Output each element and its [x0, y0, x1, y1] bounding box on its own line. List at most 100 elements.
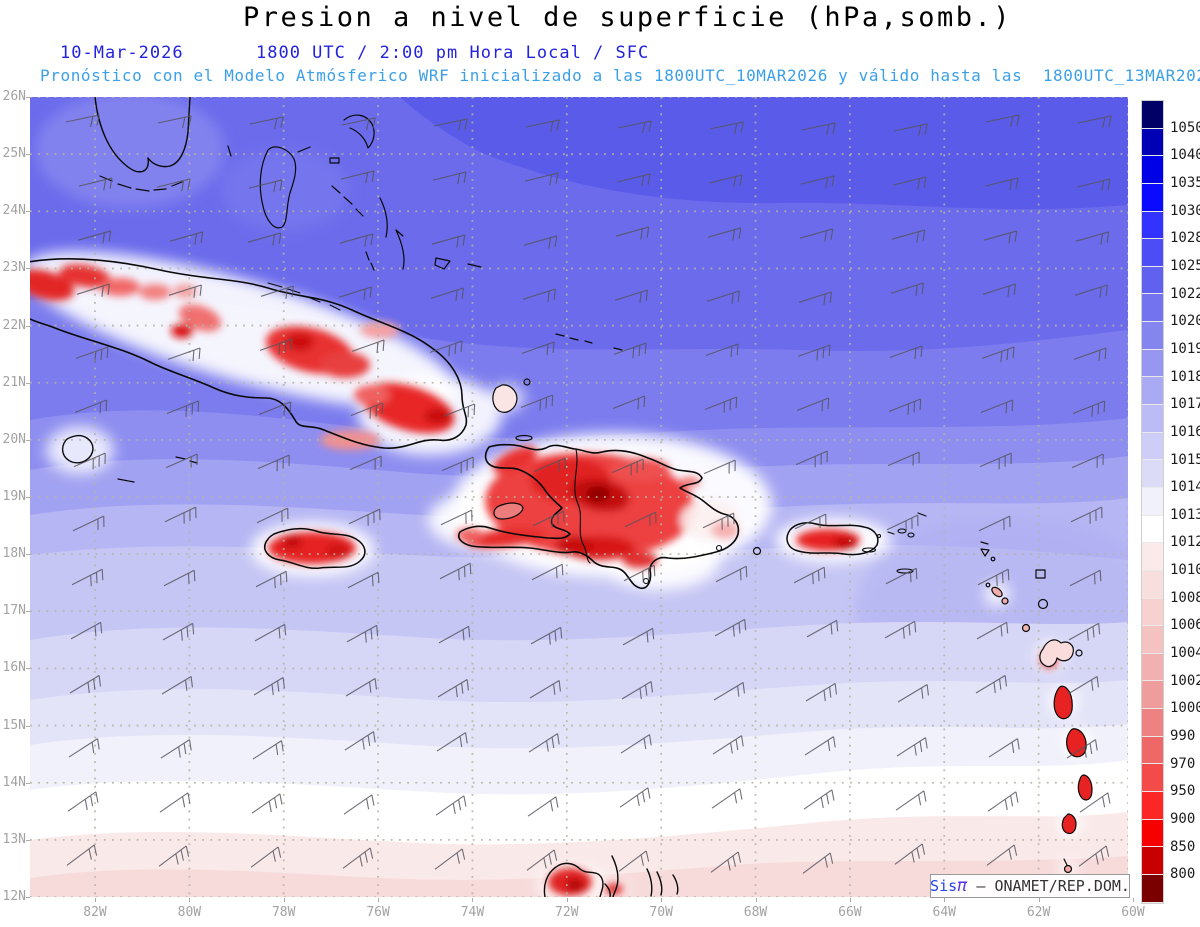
lon-tick-mark [1038, 898, 1040, 902]
colorbar-segment [1142, 432, 1163, 461]
colorbar-segment [1142, 460, 1163, 488]
colorbar-tick-label: 1020 [1170, 313, 1200, 330]
colorbar-segment [1142, 515, 1163, 544]
lat-tick-label: 19N [2, 489, 26, 504]
colorbar-tick-label: 1019 [1170, 340, 1200, 357]
lat-tick-mark [26, 497, 30, 498]
lat-tick-mark [26, 668, 30, 670]
colorbar-tick-label: 1014 [1170, 479, 1200, 496]
colorbar-tick-label: 1030 [1170, 202, 1200, 219]
lat-tick-label: 25N [2, 146, 26, 162]
forecast-valid-time: 1800 UTC / 2:00 pm Hora Local / SFC [256, 43, 650, 63]
lon-tick-label: 72W [555, 905, 579, 920]
lon-tick-mark [472, 898, 474, 902]
colorbar-tick-label: 950 [1170, 783, 1196, 800]
florida-keys [99, 175, 183, 192]
colorbar-tick-label: 1004 [1170, 645, 1200, 662]
lon-tick-mark [378, 898, 380, 902]
colorbar-tick-label: 850 [1170, 838, 1196, 855]
mona-island [752, 546, 762, 556]
lat-tick-mark [26, 154, 30, 156]
colorbar-segment [1142, 598, 1163, 627]
lat-tick-mark [26, 211, 30, 213]
lat-tick-mark [26, 611, 30, 613]
colorbar-tick-label: 1015 [1170, 451, 1200, 468]
colorbar-segment [1142, 792, 1163, 820]
colorbar-segment [1142, 156, 1163, 184]
colorbar-segment [1142, 211, 1163, 240]
bahamas-islands [227, 114, 623, 413]
lat-tick-label: 20N [2, 431, 26, 447]
coastlines [30, 97, 1093, 897]
colorbar-segment [1142, 183, 1163, 212]
colorbar-segment [1142, 543, 1163, 571]
lat-tick-mark [26, 782, 30, 784]
lat-tick-mark [26, 554, 30, 556]
lat-tick-label: 18N [2, 546, 26, 562]
colorbar-tick-label: 1000 [1170, 700, 1200, 717]
lon-tick-mark [661, 898, 663, 902]
colorbar-segment [1142, 405, 1163, 433]
lat-tick-label: 24N [2, 203, 26, 219]
colorbar-segment [1142, 377, 1163, 406]
colorbar-segment [1142, 874, 1163, 903]
cuba-coastline [30, 257, 468, 449]
colorbar-segment [1142, 764, 1163, 793]
colorbar-tick-label: 1006 [1170, 617, 1200, 634]
colorbar-tick-label: 1040 [1170, 147, 1200, 164]
lon-tick-label: 78W [271, 905, 296, 920]
lat-tick-mark [26, 439, 30, 441]
sispi-onamet-watermark: Sis π – ONAMET/REP.DOM. [930, 874, 1130, 898]
lon-tick-mark [189, 898, 191, 902]
terrain-low-pressure-shading [30, 264, 1057, 896]
colorbar-tick-label: 1013 [1170, 506, 1200, 523]
colorbar-tick-label: 990 [1170, 728, 1196, 745]
colorbar-tick-label: 1008 [1170, 589, 1200, 606]
south-america-coastline [543, 855, 679, 897]
lon-tick-label: 80W [177, 905, 202, 920]
colorbar-segment [1142, 847, 1163, 875]
lon-tick-mark [1132, 898, 1134, 902]
lon-tick-mark [944, 898, 946, 902]
colorbar-tick-label: 1025 [1170, 257, 1200, 274]
colorbar-segment [1142, 128, 1163, 157]
colorbar-segment [1142, 322, 1163, 350]
colorbar-tick-label: 1016 [1170, 423, 1200, 440]
haiti-dr-border [574, 448, 591, 564]
pressure-colorbar [1141, 100, 1164, 904]
colorbar-segment [1142, 681, 1163, 710]
lon-tick-mark [283, 898, 285, 902]
lat-tick-label: 21N [2, 374, 26, 390]
lat-tick-label: 13N [2, 831, 26, 847]
pi-symbol: π [957, 876, 968, 896]
lon-tick-label: 82W [83, 905, 107, 920]
lat-tick-label: 16N [2, 660, 26, 676]
lat-tick-mark [26, 325, 30, 327]
colorbar-segment [1142, 653, 1163, 682]
lon-tick-label: 74W [460, 905, 485, 920]
colorbar-tick-label: 900 [1170, 811, 1196, 828]
pressure-map [30, 97, 1128, 897]
colorbar-tick-label: 1012 [1170, 534, 1200, 551]
colorbar-tick-label: 1035 [1170, 174, 1200, 191]
lat-tick-mark [26, 97, 30, 98]
colorbar-tick-label: 1050 [1170, 119, 1200, 136]
jamaica-coastline [264, 527, 366, 570]
virgin-islands [861, 512, 927, 574]
lat-tick-label: 23N [2, 260, 26, 276]
lat-tick-label: 14N [2, 774, 26, 790]
colorbar-tick-label: 800 [1170, 866, 1196, 883]
lon-tick-mark [566, 898, 568, 902]
page-title: Presion a nivel de superficie (hPa,somb.… [243, 2, 1012, 33]
lat-tick-label: 15N [2, 717, 26, 733]
lat-tick-mark [26, 382, 30, 384]
colorbar-segment [1142, 349, 1163, 378]
lat-tick-label: 22N [2, 317, 26, 333]
lon-tick-label: 76W [366, 905, 390, 920]
cuba-north-cays [267, 282, 341, 311]
colorbar-tick-label: 1017 [1170, 396, 1200, 413]
colorbar-tick-label: 1018 [1170, 368, 1200, 385]
lat-tick-mark [26, 839, 30, 841]
lat-tick-mark [26, 268, 30, 270]
